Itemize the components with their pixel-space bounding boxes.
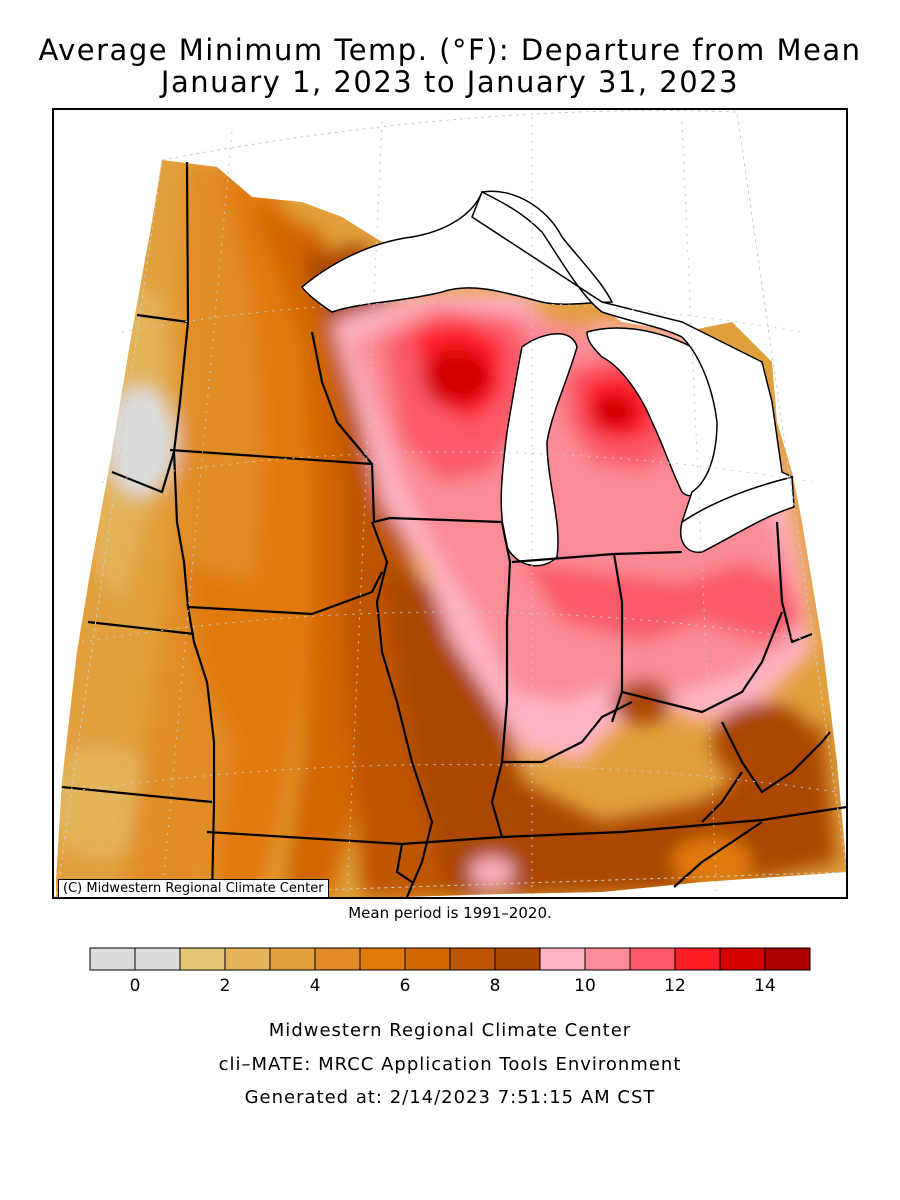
legend-tick-label: 10 xyxy=(574,976,596,996)
legend-bin xyxy=(494,947,541,971)
great-lakes xyxy=(300,190,795,567)
legend-bin xyxy=(674,947,721,971)
legend-ticks: 0 2 4 6 8 10 12 14 xyxy=(130,976,776,996)
departure-map xyxy=(55,110,846,897)
map-title: Average Minimum Temp. (°F): Departure fr… xyxy=(38,33,862,67)
canada-land xyxy=(471,190,795,524)
graticule xyxy=(66,117,838,897)
footer-org: Midwestern Regional Climate Center xyxy=(268,1020,632,1041)
legend-bin xyxy=(134,947,181,971)
legend-bin xyxy=(179,947,226,971)
lake-michigan xyxy=(500,333,578,567)
footer-tool: cli–MATE: MRCC Application Tools Environ… xyxy=(218,1054,682,1075)
legend-bin xyxy=(359,947,406,971)
legend-bin xyxy=(584,947,631,971)
state-boundaries xyxy=(61,161,846,897)
legend-bin xyxy=(629,947,676,971)
map-domain-outline xyxy=(55,110,846,897)
legend-bin xyxy=(539,947,586,971)
legend-tick-label: 8 xyxy=(490,976,501,996)
legend-bin xyxy=(314,947,361,971)
legend-tick-label: 6 xyxy=(400,976,411,996)
lake-superior xyxy=(300,190,614,313)
legend-bin xyxy=(224,947,271,971)
legend-bin xyxy=(449,947,496,971)
color-legend: 0 2 4 6 8 10 12 14 xyxy=(89,947,811,996)
legend-bin xyxy=(269,947,316,971)
legend-bin xyxy=(404,947,451,971)
legend-tick-label: 2 xyxy=(220,976,231,996)
legend-bin xyxy=(764,947,811,971)
footer-generated: Generated at: 2/14/2023 7:51:15 AM CST xyxy=(244,1087,656,1108)
legend-bin xyxy=(89,947,136,971)
legend-tick-label: 0 xyxy=(130,976,141,996)
legend-tick-label: 14 xyxy=(754,976,776,996)
map-date-range: January 1, 2023 to January 31, 2023 xyxy=(160,65,740,99)
map-panel xyxy=(52,108,848,899)
legend-tick-label: 12 xyxy=(664,976,686,996)
mean-period-note: Mean period is 1991–2020. xyxy=(348,904,552,922)
legend-bin xyxy=(719,947,766,971)
legend-tick-label: 4 xyxy=(310,976,321,996)
copyright-label: (C) Midwestern Regional Climate Center xyxy=(58,879,329,898)
legend-bins xyxy=(89,947,811,971)
